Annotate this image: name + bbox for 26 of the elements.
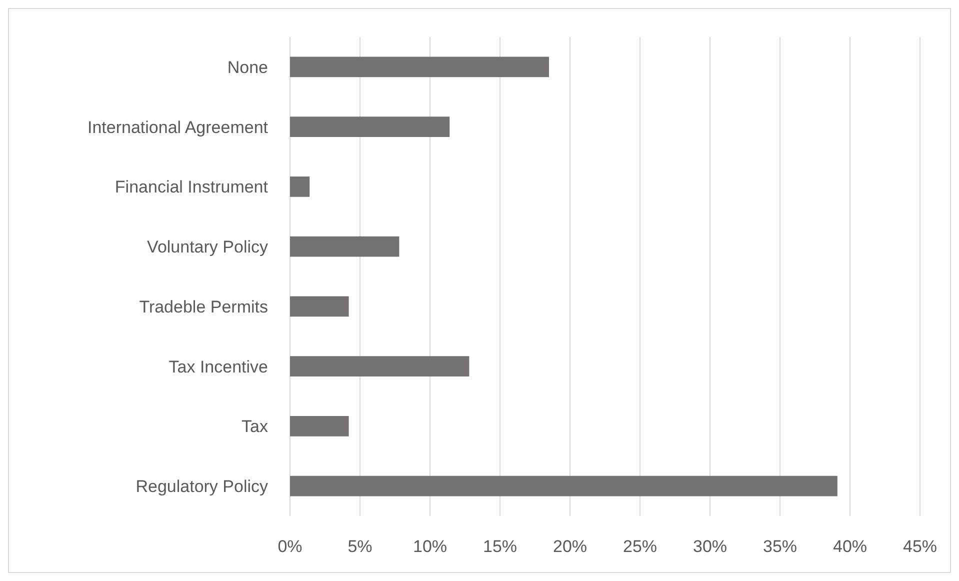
y-tick-label: Voluntary Policy	[147, 238, 268, 257]
bar	[290, 296, 349, 317]
x-tick-label: 40%	[832, 537, 868, 556]
y-tick-label: Financial Instrument	[114, 178, 268, 197]
bar	[290, 356, 470, 376]
x-tick-label: 35%	[762, 537, 798, 556]
bar	[290, 176, 310, 197]
bar	[290, 116, 450, 137]
x-tick-label: 20%	[552, 537, 588, 556]
x-tick-label: 5%	[348, 537, 372, 556]
y-tick-label: Tradeble Permits	[139, 297, 268, 316]
y-tick-label: Regulatory Policy	[136, 477, 268, 496]
bar	[290, 236, 400, 257]
y-tick-label: Tax Incentive	[168, 357, 268, 376]
x-tick-label: 45%	[902, 537, 938, 556]
y-tick-label: Tax	[242, 417, 268, 436]
x-tick-label: 30%	[692, 537, 728, 556]
x-tick-label: 15%	[482, 537, 518, 556]
x-tick-label: 0%	[278, 537, 302, 556]
y-tick-label: None	[227, 58, 268, 77]
x-tick-label: 25%	[622, 537, 658, 556]
bar	[290, 56, 549, 78]
bar	[290, 476, 838, 496]
x-tick-label: 10%	[412, 537, 448, 556]
y-tick-label: International Agreement	[87, 118, 268, 137]
bar	[290, 416, 349, 436]
